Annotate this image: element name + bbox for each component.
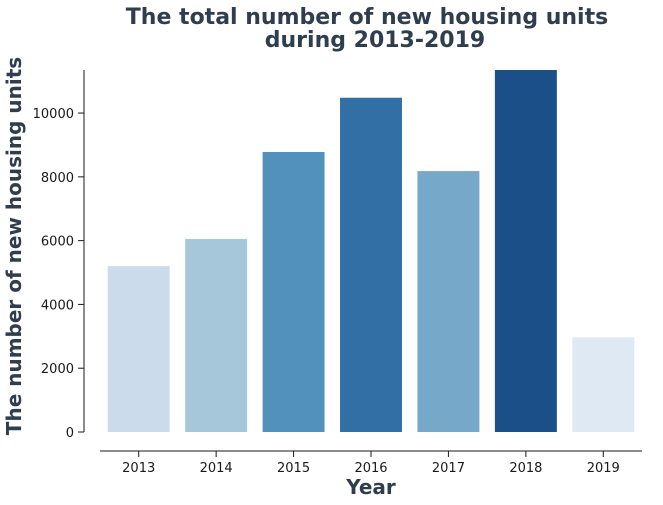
chart-title-line-1: The total number of new housing units [126,5,608,30]
bar-2018 [494,70,557,432]
y-tick-label: 8000 [41,171,74,186]
x-tick-label: 2019 [587,461,620,476]
y-tick-label: 10000 [33,107,74,122]
bar-2016 [340,97,402,432]
x-tick-label: 2014 [200,461,233,476]
x-axis-label: Year [345,475,396,499]
chart-title-line-2: during 2013-2019 [265,28,485,53]
y-axis-label: The number of new housing units [2,57,26,435]
y-ticks-group: 0 2000 4000 6000 8000 10000 [33,107,84,441]
x-tick-label: 2015 [277,461,310,476]
bar-2013 [107,266,170,432]
bars-group [107,70,635,432]
x-tick-label: 2013 [122,461,155,476]
y-tick-label: 2000 [41,362,74,377]
bar-2014 [185,239,248,432]
bar-2015 [262,151,325,432]
bar-2017 [417,171,480,432]
x-tick-label: 2016 [354,461,387,476]
bar-2019 [572,337,635,432]
x-tick-label: 2017 [432,461,465,476]
x-tick-label: 2018 [509,461,542,476]
x-ticks-group: 2013 2014 2015 2016 2017 2018 2019 [122,451,620,476]
y-tick-label: 6000 [41,235,74,250]
y-tick-label: 4000 [41,298,74,313]
y-tick-label: 0 [66,426,74,441]
